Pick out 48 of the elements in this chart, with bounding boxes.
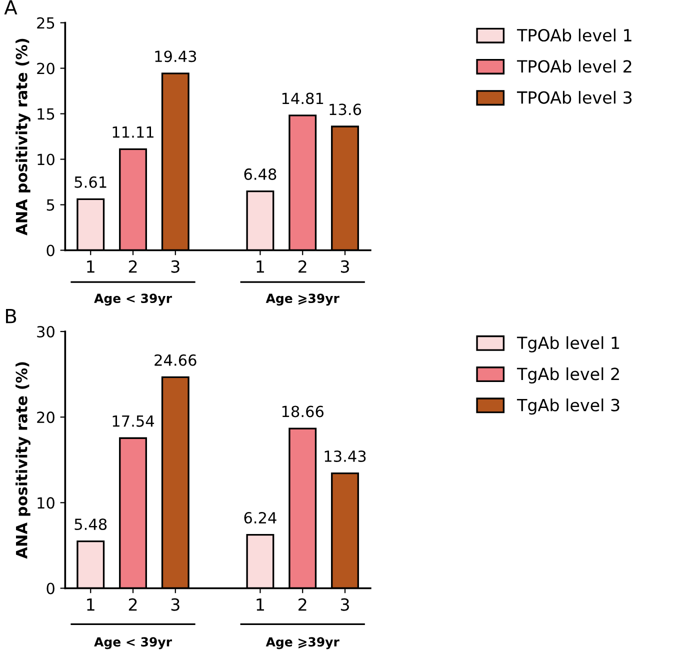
x-tick-label: 1	[256, 598, 264, 611]
data-label: 18.66	[282, 406, 324, 418]
text: Age < 39yr	[94, 637, 172, 650]
y-axis-title: ANA positivity rate (%)	[16, 362, 30, 559]
data-label: 13.43	[324, 450, 366, 462]
y-tick-label: 30	[37, 326, 54, 338]
data-label: 6.24	[244, 512, 276, 524]
x-tick-label: 1	[87, 598, 94, 611]
legend-label: TgAb level 2	[516, 367, 619, 384]
data-label: 5.61	[74, 176, 106, 188]
legend-label: TgAb level 3	[516, 398, 620, 415]
x-tick-label: 2	[298, 598, 306, 611]
y-tick-label: 10	[38, 154, 54, 166]
x-tick-label: 1	[256, 260, 264, 273]
x-tick-label: 3	[340, 598, 349, 611]
text: Age ⩾39yr	[266, 294, 340, 306]
legend-label: TPOAb level 3	[516, 90, 632, 104]
data-label: 13.6	[330, 104, 362, 116]
y-tick-label: 15	[38, 108, 54, 120]
x-tick-label: 3	[171, 598, 180, 611]
text: Age < 39yr	[94, 294, 172, 306]
y-tick-label: 5	[46, 199, 54, 211]
x-tick-label: 3	[340, 260, 349, 273]
y-tick-label: 0	[46, 582, 54, 594]
data-label: 14.81	[282, 92, 324, 104]
text: Age ⩾39yr	[266, 637, 340, 650]
x-tick-label: 2	[298, 260, 306, 273]
data-label: 5.48	[74, 518, 107, 530]
legend-label: TPOAb level 1	[516, 28, 632, 42]
data-label: 17.54	[112, 415, 154, 427]
chart-title: A	[4, 0, 18, 14]
data-label: 6.48	[244, 168, 276, 180]
data-label: 19.43	[155, 50, 196, 62]
y-tick-label: 25	[37, 17, 54, 29]
x-tick-label: 2	[128, 260, 137, 273]
legend-label: TPOAb level 2	[516, 60, 632, 73]
y-tick-label: 10	[38, 497, 54, 509]
x-tick-label: 3	[171, 260, 180, 273]
y-axis-title: ANA positivity rate (%)	[16, 38, 30, 236]
y-tick-label: 0	[46, 244, 54, 256]
y-tick-label: 20	[37, 412, 54, 424]
data-label: 11.11	[112, 126, 154, 138]
y-tick-label: 20	[37, 62, 54, 74]
chart-title: B	[6, 308, 16, 324]
legend-label: TgAb level 1	[516, 336, 620, 352]
x-tick-label: 2	[128, 598, 137, 611]
data-label: 24.66	[154, 354, 196, 366]
x-tick-label: 1	[87, 260, 94, 273]
